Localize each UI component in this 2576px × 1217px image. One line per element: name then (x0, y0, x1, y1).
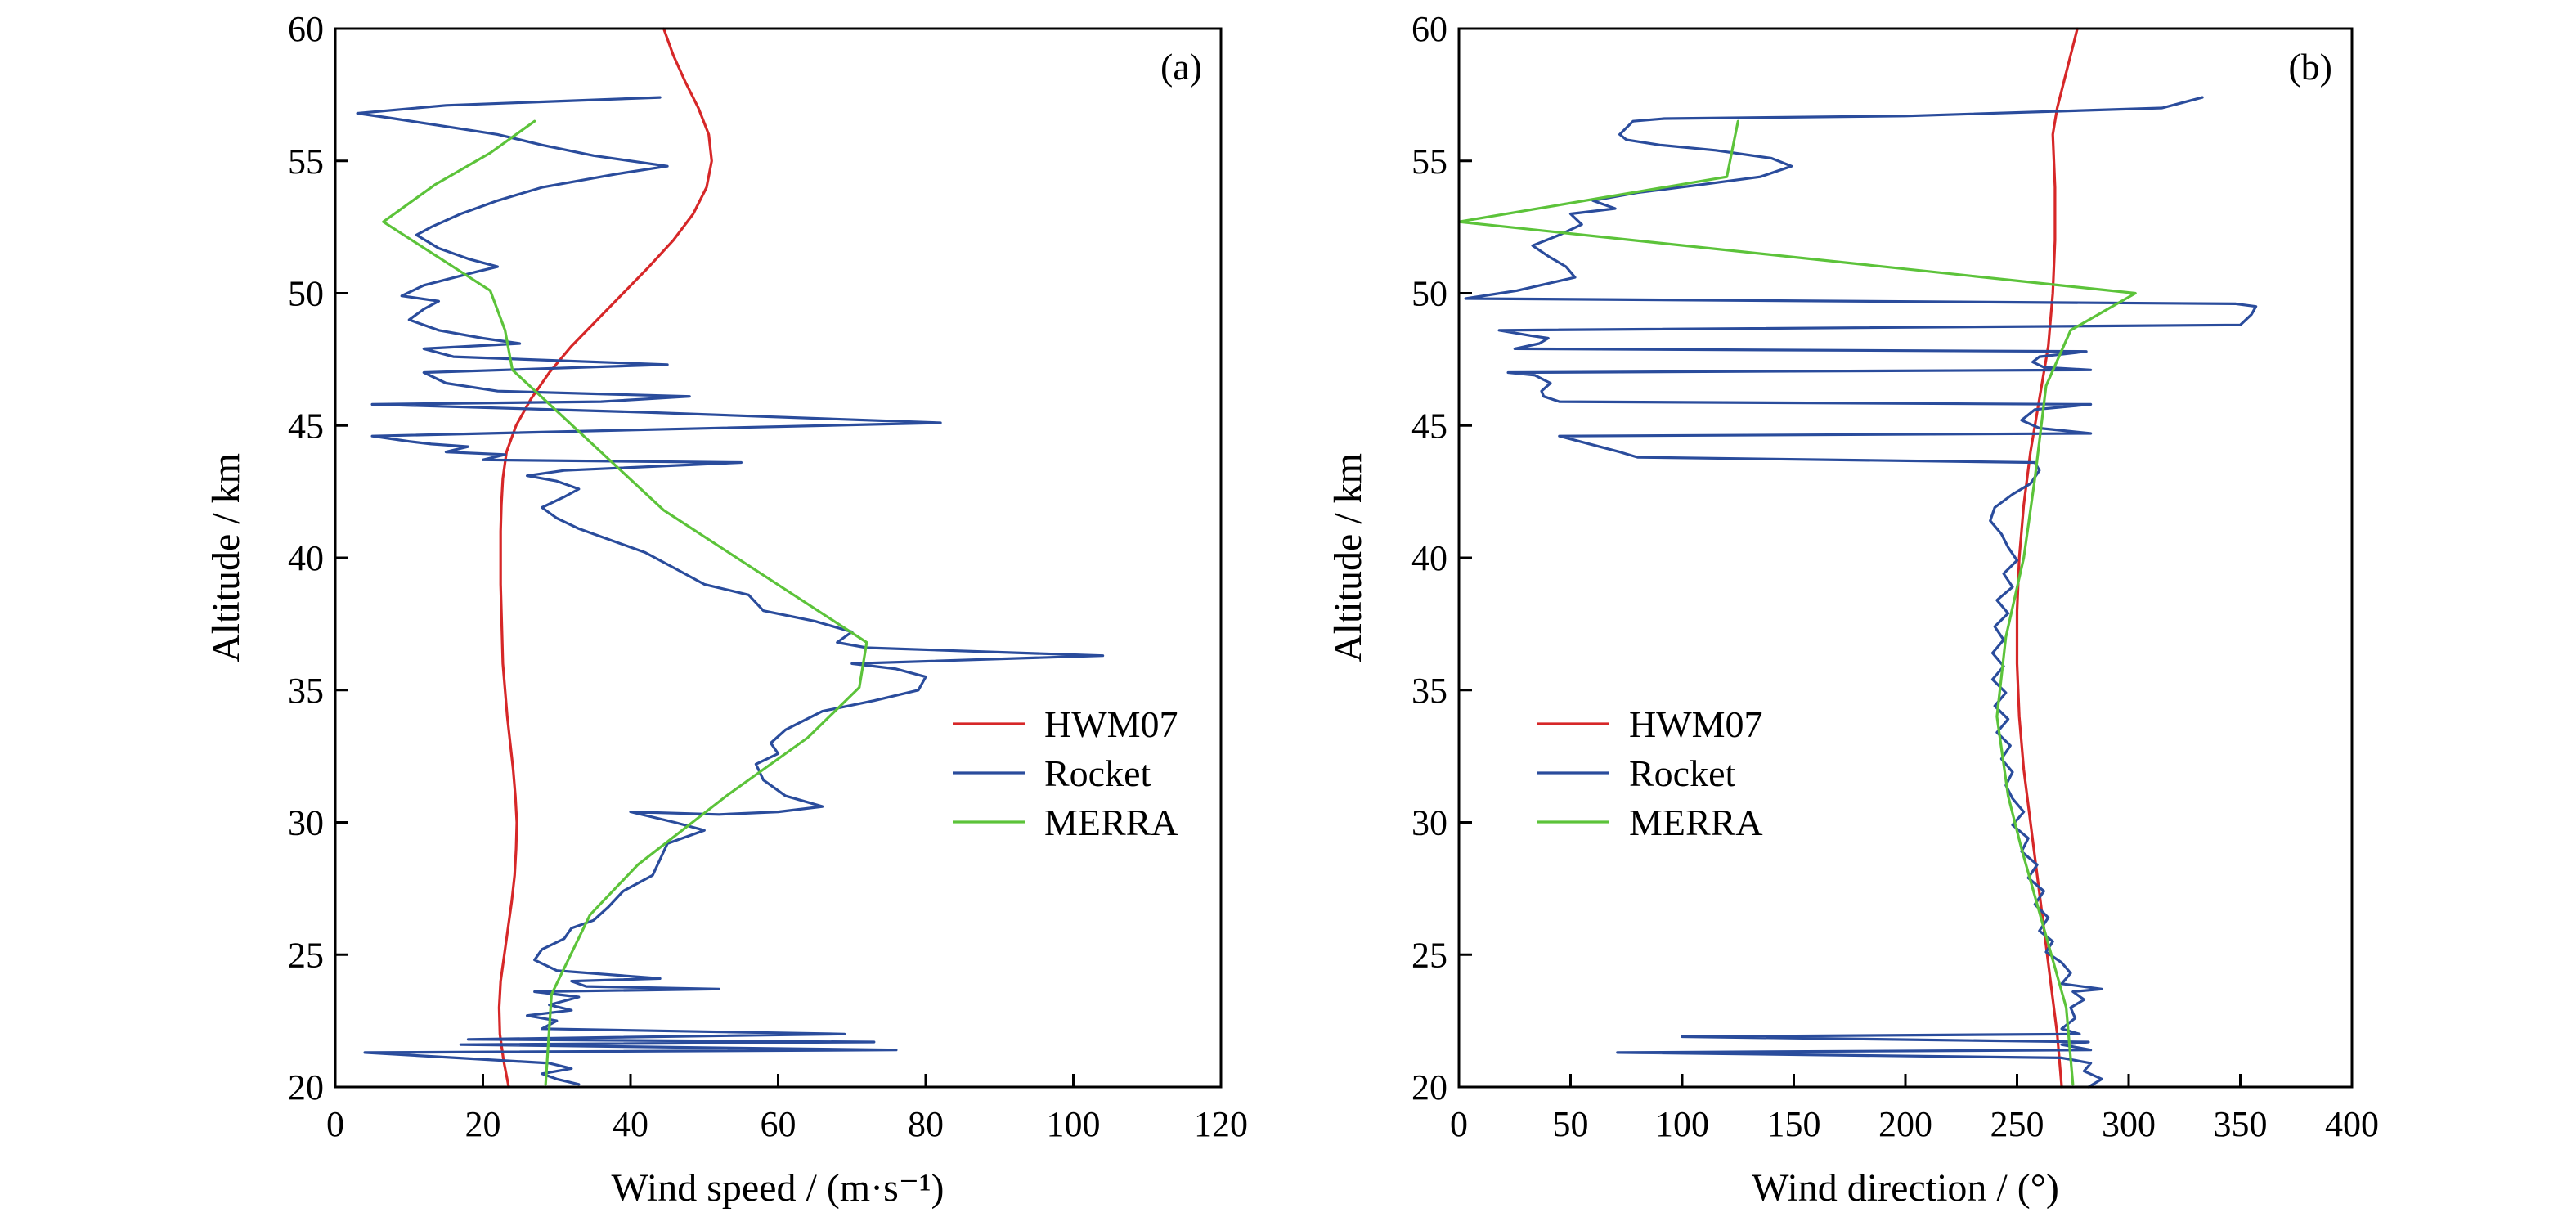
panel-b-axes: 0 50 100 150 200 250 300 350 400 20 25 30 35 40 45 50 55… (1411, 9, 2379, 1144)
panel-b-x-tick-label: 250 (1990, 1104, 2044, 1144)
panel-a-y-tick-label: 25 (288, 935, 324, 975)
panel-b-y-tick-label: 20 (1411, 1067, 1447, 1107)
panel-a-y-tick-label: 50 (288, 274, 324, 314)
panel-b-y-tick-label: 60 (1411, 9, 1447, 49)
panel-a-series-merra-line (382, 119, 868, 1086)
panel-a-plot-frame (334, 27, 1223, 1089)
panel-a-label: (a) (1160, 46, 1202, 88)
panel-a-y-tick-label: 55 (288, 141, 324, 182)
panel-b-plot-frame (1457, 27, 2354, 1089)
panel-b-x-tick-label: 50 (1553, 1104, 1589, 1144)
panel-a-y-tick-label: 45 (288, 406, 324, 446)
panel-a-x-tick-label: 60 (761, 1104, 797, 1144)
panel-a-series-hwm07-line (497, 27, 713, 1089)
panel-b-legend: HWM07 Rocket MERRA (1537, 703, 1763, 843)
panel-a-y-tick-label: 30 (288, 803, 324, 843)
panel-b-y-tick-label: 50 (1411, 274, 1447, 314)
panel-b-x-tick-label: 200 (1878, 1104, 1932, 1144)
panel-a-legend: HWM07 Rocket MERRA (953, 703, 1178, 843)
panel-b-y-tick-label: 40 (1411, 538, 1447, 578)
panel-a-y-tick-label: 35 (288, 671, 324, 711)
panel-b-x-tick-label: 350 (2214, 1104, 2268, 1144)
panel-b: 0 50 100 150 200 250 300 350 400 20 25 30 35 40 45 50 55… (1326, 9, 2379, 1210)
panel-a-y-axis-title: Altitude / km (204, 453, 248, 662)
panel-b-y-tick-label: 30 (1411, 803, 1447, 843)
panel-a-y-tick-label: 40 (288, 538, 324, 578)
panel-b-y-tick-label: 25 (1411, 935, 1447, 975)
panel-b-label: (b) (2288, 46, 2332, 88)
panel-b-x-tick-label: 400 (2325, 1104, 2379, 1144)
panel-a-legend-label-merra: MERRA (1044, 802, 1178, 843)
panel-b-legend-label-hwm07: HWM07 (1629, 703, 1763, 745)
panel-b-legend-label-merra: MERRA (1629, 802, 1763, 843)
panel-b-x-tick-label: 100 (1655, 1104, 1709, 1144)
panel-a-x-tick-label: 0 (326, 1104, 344, 1144)
panel-a-series (356, 27, 1105, 1089)
panel-a-y-tick-label: 20 (288, 1067, 324, 1107)
panel-b-x-tick-label: 0 (1450, 1104, 1468, 1144)
panel-a-y-tick-label: 60 (288, 9, 324, 49)
panel-b-y-tick-label: 55 (1411, 141, 1447, 182)
panel-a-series-rocket-line (356, 96, 1105, 1086)
panel-a-x-axis-title: Wind speed / (m·s⁻¹) (611, 1166, 944, 1210)
panel-b-series (1457, 27, 2258, 1089)
panel-b-y-tick-label: 45 (1411, 406, 1447, 446)
panel-b-series-merra-line (1457, 119, 2137, 1086)
panel-b-x-tick-label: 150 (1767, 1104, 1821, 1144)
panel-a-x-tick-label: 100 (1047, 1104, 1101, 1144)
panel-a-x-tick-label: 120 (1194, 1104, 1248, 1144)
panel-b-y-axis-title: Altitude / km (1326, 453, 1370, 662)
panel-a-legend-label-rocket: Rocket (1044, 752, 1151, 794)
panel-a-x-tick-label: 20 (465, 1104, 501, 1144)
panel-b-series-rocket-line (1464, 96, 2258, 1089)
panel-b-x-tick-label: 300 (2102, 1104, 2156, 1144)
panel-a-x-tick-label: 40 (613, 1104, 648, 1144)
panel-b-series-hwm07-line (2015, 27, 2079, 1089)
panel-a-x-tick-label: 80 (908, 1104, 944, 1144)
panel-a-legend-label-hwm07: HWM07 (1044, 703, 1178, 745)
panel-b-legend-label-rocket: Rocket (1629, 752, 1736, 794)
panel-b-y-tick-label: 35 (1411, 671, 1447, 711)
panel-b-x-axis-title: Wind direction / (°) (1752, 1166, 2059, 1210)
